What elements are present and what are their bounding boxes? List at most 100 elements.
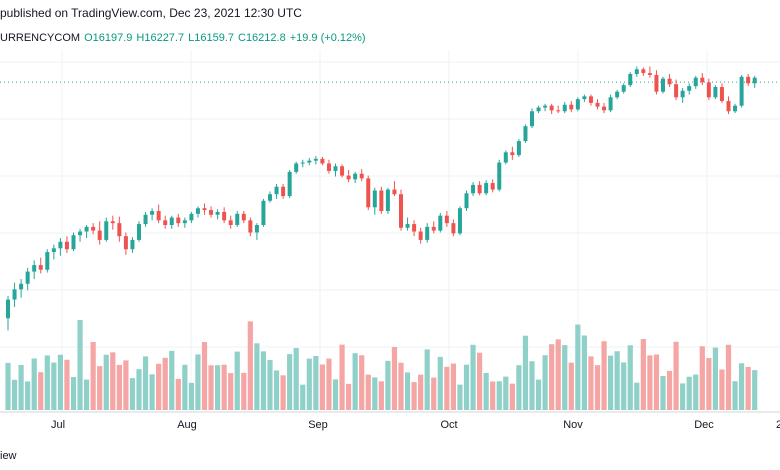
candle-body <box>451 223 456 234</box>
candle-body <box>484 183 489 194</box>
volume-bars <box>5 320 758 410</box>
volume-bar <box>103 354 109 410</box>
volume-bar <box>293 347 299 410</box>
volume-bar <box>483 372 489 410</box>
candle-body <box>674 84 679 98</box>
candle-body <box>215 211 220 215</box>
candle-body <box>418 231 423 240</box>
candle-body <box>477 184 482 194</box>
volume-bar <box>70 377 77 410</box>
volume-bar <box>424 349 430 410</box>
volume-bar <box>509 383 515 410</box>
volume-bar <box>549 344 555 410</box>
candle-body <box>530 111 534 127</box>
candle-body <box>176 217 181 224</box>
volume-bar <box>470 344 476 410</box>
candle-body <box>222 211 227 221</box>
volume-bar <box>5 362 11 410</box>
volume-bar <box>653 354 660 410</box>
candle-body <box>143 214 148 225</box>
volume-bar <box>535 379 542 410</box>
candle-body <box>209 210 214 215</box>
volume-bar <box>627 345 633 410</box>
volume-bar <box>339 344 345 410</box>
candle-body <box>64 241 69 250</box>
volume-bar <box>463 364 470 410</box>
candles <box>6 66 757 331</box>
ohlc-legend: URRENCYCOM O16197.9 H16227.7 L16159.7 C16212… <box>0 32 370 44</box>
candle-body <box>444 215 449 224</box>
volume-bar <box>385 360 391 410</box>
volume-bar <box>647 355 653 410</box>
volume-bar <box>568 362 574 410</box>
candle-body <box>137 224 141 240</box>
candle-body <box>471 184 476 194</box>
volume-bar <box>90 341 96 410</box>
candle-body <box>412 224 417 232</box>
candle-body <box>392 189 397 195</box>
volume-bar <box>411 382 417 410</box>
candle-body <box>575 99 580 110</box>
candle-body <box>608 97 613 111</box>
candle-body <box>353 173 358 180</box>
candle-body <box>379 190 384 212</box>
candle-body <box>405 224 410 228</box>
candle-body <box>713 87 718 98</box>
volume-bar <box>594 365 601 410</box>
candle-body <box>700 77 705 83</box>
published-header: published on TradingView.com, Dec 23, 20… <box>0 6 302 20</box>
volume-bar <box>326 358 332 410</box>
candle-body <box>123 236 128 250</box>
volume-bar <box>608 355 614 410</box>
volume-bar <box>693 374 699 410</box>
candle-body <box>45 252 50 270</box>
x-axis-labels: Jul Aug Sep Oct Nov Dec 2 <box>51 419 780 431</box>
candle-body <box>693 77 698 87</box>
volume-bar <box>490 381 496 410</box>
candle-body <box>300 162 305 164</box>
candle-body <box>346 175 351 180</box>
candle-body <box>195 208 200 214</box>
volume-bar <box>522 335 529 410</box>
close-value: C16212.8 <box>238 32 286 44</box>
candle-body <box>582 96 587 100</box>
volume-bar <box>57 354 63 410</box>
candle-body <box>12 289 17 300</box>
candle-body <box>562 104 567 112</box>
volume-bar <box>352 353 358 410</box>
candle-body <box>169 217 174 225</box>
candle-body <box>621 85 626 92</box>
candle-body <box>97 230 102 240</box>
candle-body <box>588 96 593 103</box>
candle-body <box>634 69 639 74</box>
volume-bar <box>182 364 188 410</box>
chart-grid <box>0 50 780 412</box>
candle-body <box>326 163 331 171</box>
volume-bar <box>123 360 129 410</box>
volume-bar <box>378 381 384 410</box>
volume-bar <box>712 347 718 410</box>
volume-bar <box>640 338 646 410</box>
volume-bar <box>11 379 18 410</box>
volume-bar <box>739 363 745 410</box>
candle-body <box>19 283 24 290</box>
candle-body <box>58 241 63 249</box>
candle-body <box>156 211 161 221</box>
volume-bar <box>260 351 267 410</box>
candle-body <box>228 220 233 225</box>
candle-body <box>150 211 155 215</box>
x-tick-label: Sep <box>308 419 328 431</box>
candle-body <box>91 226 96 231</box>
volume-bar <box>346 383 352 410</box>
volume-bar <box>175 378 181 410</box>
candle-body <box>202 208 207 211</box>
candle-body <box>182 220 187 224</box>
volume-bar <box>601 341 607 410</box>
footer-brand: iew <box>0 450 17 462</box>
candle-body <box>549 105 554 111</box>
x-tick-label: Dec <box>694 419 714 431</box>
volume-bar <box>300 384 306 410</box>
volume-bar <box>169 350 175 410</box>
candle-body <box>268 194 272 201</box>
